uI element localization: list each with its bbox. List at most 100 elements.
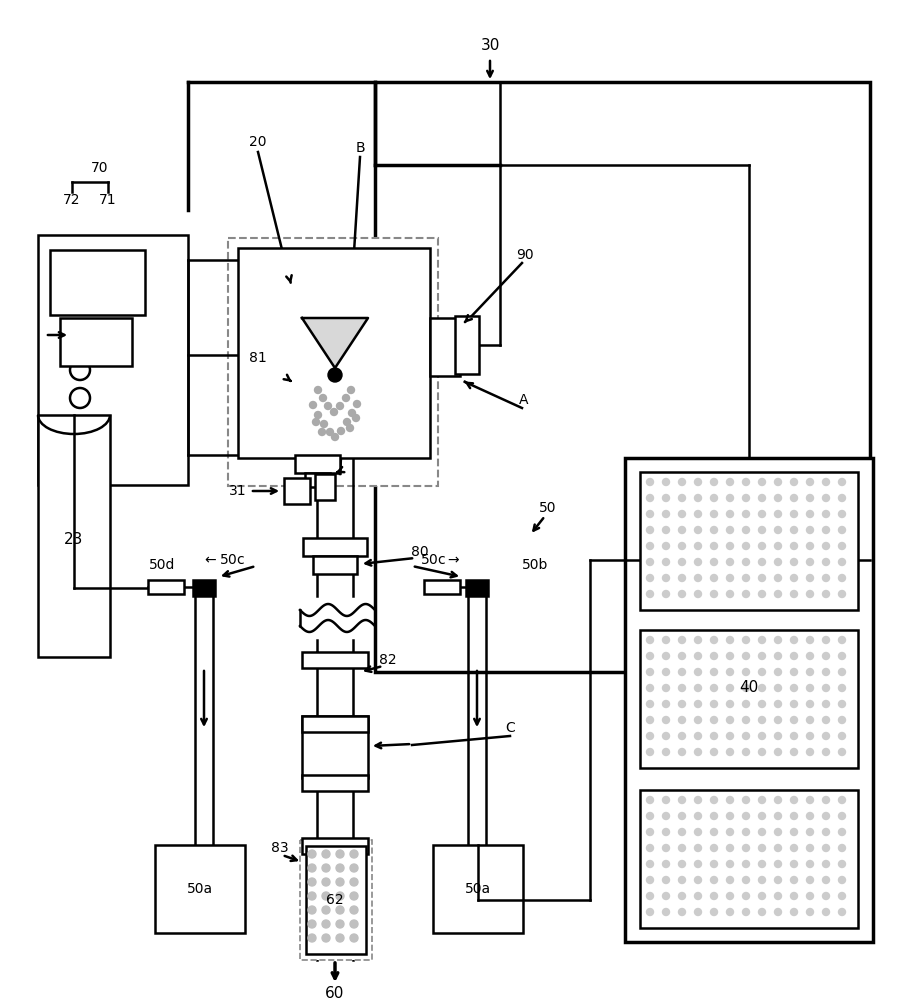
Circle shape (759, 574, 766, 582)
Circle shape (678, 668, 686, 676)
Circle shape (806, 796, 814, 804)
Circle shape (806, 652, 814, 660)
Circle shape (662, 652, 669, 660)
Bar (38, 415, 110, 657)
Polygon shape (302, 318, 368, 368)
Circle shape (806, 637, 814, 644)
Bar (306, 846, 366, 954)
Circle shape (711, 684, 717, 692)
Bar (640, 630, 858, 768)
Circle shape (308, 934, 316, 942)
Circle shape (726, 510, 733, 518)
Circle shape (742, 748, 750, 756)
Circle shape (662, 828, 669, 836)
Circle shape (647, 796, 654, 804)
Circle shape (678, 590, 686, 597)
Circle shape (322, 892, 330, 900)
Circle shape (647, 748, 654, 756)
Circle shape (742, 494, 750, 502)
Circle shape (695, 510, 702, 518)
Circle shape (726, 812, 733, 820)
Circle shape (775, 732, 781, 740)
Circle shape (806, 700, 814, 708)
Bar (430, 318, 460, 376)
Circle shape (806, 892, 814, 900)
Circle shape (790, 828, 797, 836)
Circle shape (823, 558, 830, 566)
Text: 80: 80 (411, 545, 428, 559)
Circle shape (662, 892, 669, 900)
Circle shape (726, 716, 733, 724)
Circle shape (806, 590, 814, 597)
Circle shape (336, 892, 344, 900)
Circle shape (332, 434, 338, 440)
Bar (60, 318, 132, 366)
Circle shape (344, 418, 351, 426)
Circle shape (695, 479, 702, 486)
Circle shape (695, 716, 702, 724)
Circle shape (322, 920, 330, 928)
Circle shape (726, 526, 733, 534)
Circle shape (823, 796, 830, 804)
Circle shape (695, 876, 702, 884)
Circle shape (742, 526, 750, 534)
Circle shape (790, 684, 797, 692)
Circle shape (775, 526, 781, 534)
Circle shape (806, 526, 814, 534)
Circle shape (839, 574, 845, 582)
Circle shape (742, 590, 750, 597)
Circle shape (678, 652, 686, 660)
Circle shape (711, 828, 717, 836)
Circle shape (759, 828, 766, 836)
Circle shape (806, 748, 814, 756)
Circle shape (726, 558, 733, 566)
Circle shape (350, 906, 358, 914)
Circle shape (742, 479, 750, 486)
Circle shape (695, 494, 702, 502)
Circle shape (711, 796, 717, 804)
Circle shape (711, 908, 717, 916)
Circle shape (806, 844, 814, 852)
Circle shape (678, 542, 686, 550)
Circle shape (823, 732, 830, 740)
Bar (238, 248, 430, 458)
Circle shape (726, 732, 733, 740)
Circle shape (346, 424, 354, 432)
Circle shape (322, 864, 330, 872)
Circle shape (775, 892, 781, 900)
Circle shape (678, 479, 686, 486)
Circle shape (823, 892, 830, 900)
Circle shape (647, 494, 654, 502)
Circle shape (775, 590, 781, 597)
Bar (305, 473, 330, 487)
Circle shape (678, 494, 686, 502)
Circle shape (325, 402, 332, 410)
Circle shape (647, 510, 654, 518)
Circle shape (336, 906, 344, 914)
Circle shape (790, 796, 797, 804)
Circle shape (662, 684, 669, 692)
Circle shape (806, 479, 814, 486)
Circle shape (312, 418, 319, 426)
Circle shape (695, 526, 702, 534)
Circle shape (775, 574, 781, 582)
Circle shape (711, 652, 717, 660)
Circle shape (759, 876, 766, 884)
Circle shape (759, 700, 766, 708)
Circle shape (806, 542, 814, 550)
Circle shape (662, 700, 669, 708)
Circle shape (647, 526, 654, 534)
Circle shape (806, 908, 814, 916)
Circle shape (308, 878, 316, 886)
Circle shape (348, 410, 355, 416)
Circle shape (678, 812, 686, 820)
Circle shape (711, 716, 717, 724)
Circle shape (662, 748, 669, 756)
Circle shape (647, 700, 654, 708)
Circle shape (759, 479, 766, 486)
Circle shape (695, 844, 702, 852)
Circle shape (742, 844, 750, 852)
Circle shape (678, 637, 686, 644)
Circle shape (775, 908, 781, 916)
Circle shape (647, 828, 654, 836)
